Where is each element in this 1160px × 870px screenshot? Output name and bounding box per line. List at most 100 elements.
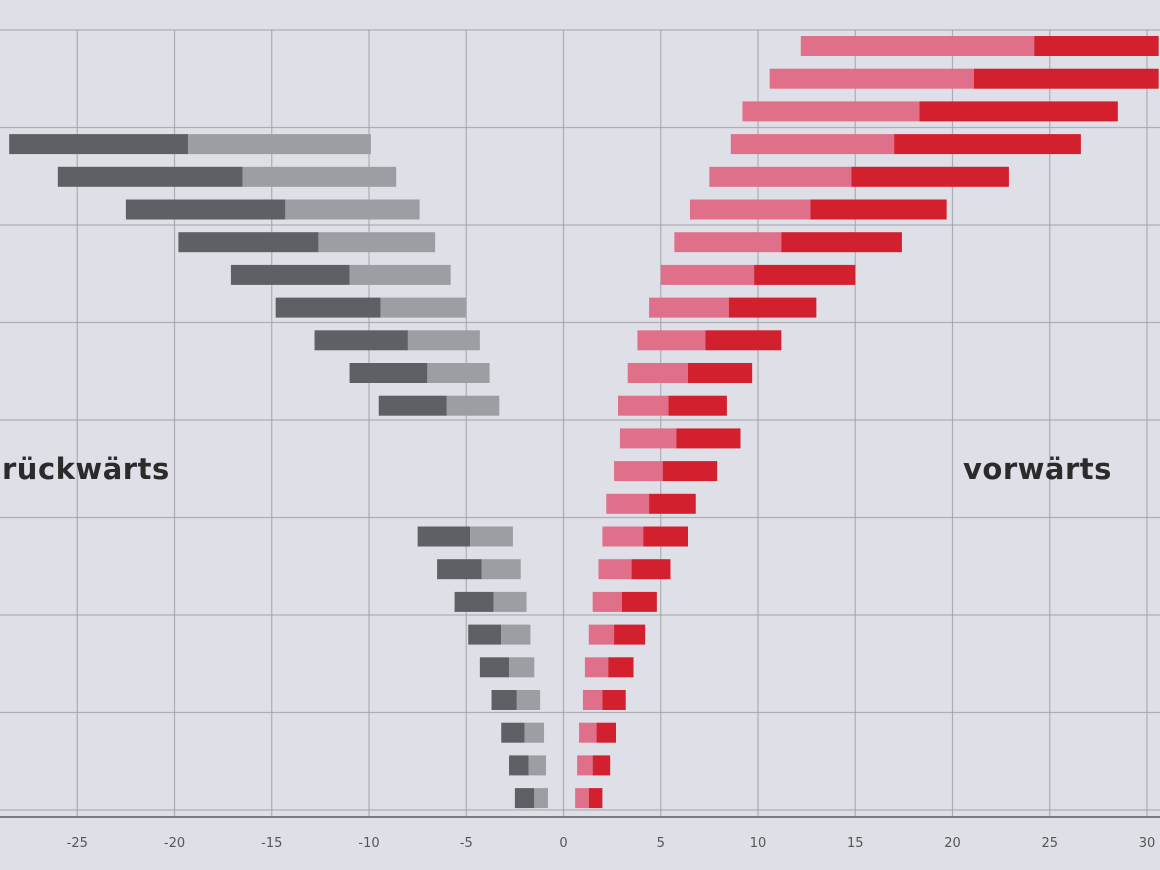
- bar-forward-light: [606, 493, 650, 514]
- bar-backward-light: [242, 166, 397, 187]
- bar-backward-dark: [514, 788, 535, 809]
- bar-forward-light: [614, 461, 663, 482]
- bar-backward-light: [528, 755, 546, 776]
- bar-backward-light: [318, 232, 436, 253]
- bar-forward-light: [660, 264, 755, 285]
- bar-forward-light: [674, 232, 782, 253]
- bar-backward-light: [481, 559, 521, 580]
- bar-forward-light: [649, 297, 729, 318]
- bar-backward-dark: [125, 199, 286, 220]
- bar-backward-dark: [437, 559, 482, 580]
- bar-forward-dark: [1034, 36, 1159, 56]
- bar-forward-dark: [781, 232, 902, 253]
- bar-forward-light: [619, 428, 677, 449]
- bar-backward-light: [516, 690, 541, 710]
- bar-forward-dark: [631, 559, 671, 580]
- backward-label: rückwärts: [2, 452, 170, 486]
- x-tick-label: 25: [1041, 836, 1058, 851]
- bar-forward-dark: [596, 722, 617, 743]
- bar-backward-light: [534, 788, 548, 809]
- bar-forward-dark: [592, 755, 611, 776]
- bar-backward-dark: [509, 755, 529, 776]
- x-tick-label: -25: [67, 836, 88, 851]
- bar-backward-light: [427, 363, 490, 383]
- bar-forward-dark: [621, 591, 657, 612]
- bar-forward-dark: [588, 788, 603, 809]
- bar-forward-light: [588, 624, 615, 645]
- bar-backward-dark: [275, 297, 381, 318]
- bar-forward-light: [602, 526, 644, 547]
- bar-forward-dark: [668, 395, 727, 416]
- bar-backward-dark: [178, 232, 319, 253]
- bar-forward-light: [637, 330, 706, 351]
- bar-forward-light: [579, 722, 597, 743]
- bar-backward-dark: [491, 690, 517, 710]
- bar-backward-dark: [468, 624, 502, 645]
- x-tick-label: 20: [944, 836, 961, 851]
- x-tick-label: 5: [657, 836, 665, 851]
- bar-forward-light: [577, 755, 593, 776]
- bar-forward-dark: [705, 330, 782, 351]
- x-tick-label: 15: [847, 836, 864, 851]
- bar-backward-light: [446, 395, 500, 416]
- x-tick-label: 0: [559, 836, 567, 851]
- bar-backward-light: [407, 330, 480, 351]
- bar-backward-light: [501, 624, 531, 645]
- bar-forward-light: [627, 363, 688, 383]
- bar-forward-light: [584, 657, 609, 678]
- bar-forward-dark: [754, 264, 856, 285]
- bar-backward-dark: [9, 134, 189, 155]
- bar-forward-light: [742, 101, 920, 122]
- bar-forward-light: [582, 690, 603, 710]
- bar-forward-dark: [810, 199, 947, 220]
- bar-forward-dark: [643, 526, 688, 547]
- bar-backward-light: [380, 297, 467, 318]
- bar-forward-light: [689, 199, 811, 220]
- bar-backward-light: [493, 591, 527, 612]
- bar-forward-dark: [919, 101, 1118, 122]
- bar-forward-dark: [608, 657, 634, 678]
- bar-backward-light: [349, 264, 451, 285]
- bar-forward-dark: [973, 68, 1159, 89]
- bar-forward-dark: [662, 461, 718, 482]
- bar-forward-light: [617, 395, 669, 416]
- bar-forward-dark: [851, 166, 1009, 187]
- bar-forward-light: [592, 591, 622, 612]
- bar-forward-light: [709, 166, 852, 187]
- x-tick-label: 10: [750, 836, 767, 851]
- bar-backward-dark: [378, 395, 447, 416]
- bar-forward-dark: [649, 493, 696, 514]
- bar-backward-dark: [501, 722, 525, 743]
- bar-forward-light: [769, 68, 974, 89]
- bar-forward-light: [575, 788, 589, 809]
- bar-backward-dark: [230, 264, 350, 285]
- bar-forward-dark: [728, 297, 817, 318]
- bar-backward-dark: [349, 363, 428, 383]
- bar-forward-dark: [602, 690, 626, 710]
- bar-forward-light: [800, 36, 1035, 56]
- bar-forward-light: [598, 559, 632, 580]
- x-tick-label: -20: [164, 836, 185, 851]
- bar-forward-dark: [894, 134, 1081, 155]
- x-tick-label: -5: [460, 836, 473, 851]
- bar-backward-light: [470, 526, 513, 547]
- bar-forward-dark: [614, 624, 646, 645]
- x-tick-label: -10: [358, 836, 379, 851]
- bar-backward-dark: [479, 657, 510, 678]
- bar-backward-dark: [417, 526, 471, 547]
- forward-label: vorwärts: [963, 452, 1112, 486]
- bar-backward-light: [285, 199, 420, 220]
- x-tick-label: 30: [1139, 836, 1156, 851]
- bar-forward-light: [730, 134, 895, 155]
- bar-backward-light: [524, 722, 545, 743]
- bar-backward-dark: [57, 166, 243, 187]
- bar-backward-dark: [314, 330, 408, 351]
- bar-backward-dark: [454, 591, 494, 612]
- bar-backward-light: [509, 657, 535, 678]
- bar-forward-dark: [687, 363, 753, 383]
- x-tick-label: -15: [261, 836, 282, 851]
- bar-forward-dark: [676, 428, 741, 449]
- bar-backward-light: [188, 134, 371, 155]
